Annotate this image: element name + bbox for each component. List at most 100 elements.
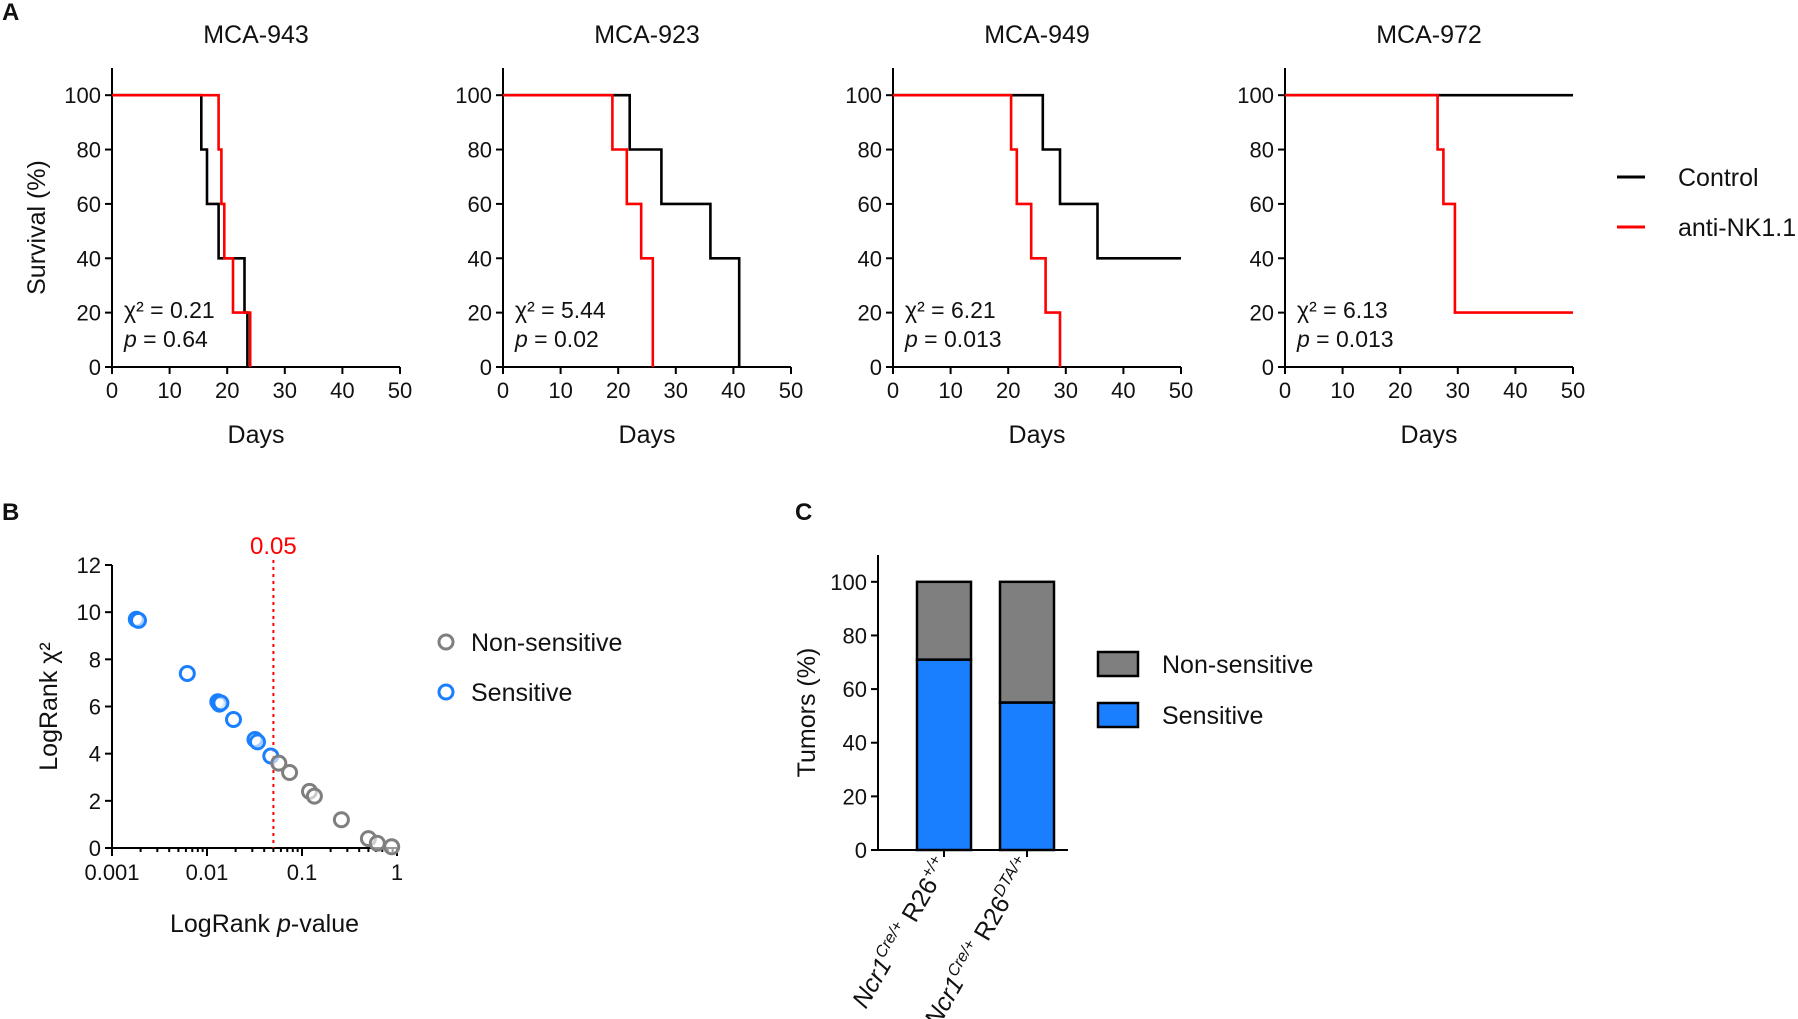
- x-tick-label: 0.1: [287, 860, 318, 885]
- km-plot-mca-923: MCA-923 0 20 40 60 80 100 0 10 20 30 40 50 Days χ² = 5…: [455, 21, 803, 449]
- panel-label-b: B: [2, 499, 19, 526]
- scatter-point-non-sensitive: [332, 811, 350, 829]
- legend-label-non-sensitive-c: Non-sensitive: [1162, 651, 1313, 679]
- scatter-point-sensitive: [225, 711, 242, 728]
- y-tick-label: 100: [1237, 83, 1274, 108]
- x-tick-label: 1: [391, 860, 403, 885]
- scatter-point-sensitive: [212, 694, 230, 712]
- km-series-anti-nk1-1: [112, 93, 252, 367]
- y-axis-label: Tumors (%): [793, 648, 821, 778]
- y-tick-label: 60: [77, 192, 101, 217]
- x-tick-label: 0.01: [186, 860, 229, 885]
- legend-a: Control anti-NK1.1: [1617, 164, 1796, 242]
- y-tick-label: 80: [843, 623, 867, 648]
- y-tick-label: 100: [455, 83, 492, 108]
- x-tick-label: 0.001: [84, 860, 139, 885]
- category-label: Ncr1Cre/+ R26DTA/+: [918, 853, 1038, 1019]
- bar-segment-non-sensitive: [998, 580, 1056, 704]
- km-series-control: [893, 93, 1181, 260]
- y-tick-label: 0: [1262, 355, 1274, 380]
- y-tick-label: 60: [468, 192, 492, 217]
- y-tick-label: 8: [89, 647, 101, 672]
- x-tick-label: 20: [215, 378, 239, 403]
- y-tick-label: 40: [468, 246, 492, 271]
- bar-segment-sensitive: [998, 701, 1056, 852]
- x-tick-label: 50: [779, 378, 803, 403]
- p-value-stat: p = 0.013: [1296, 326, 1394, 352]
- legend-marker-sensitive: [437, 683, 455, 701]
- y-tick-label: 20: [843, 784, 867, 809]
- y-tick-label: 20: [77, 301, 101, 326]
- scatter-point-non-sensitive: [368, 834, 386, 852]
- km-series-anti-nk1-1: [893, 93, 1062, 367]
- y-tick-label: 80: [858, 138, 882, 163]
- scatter-point-non-sensitive: [383, 838, 401, 856]
- y-tick-label: 60: [843, 677, 867, 702]
- legend-c: Non-sensitive Sensitive: [1096, 650, 1313, 730]
- y-tick-label: 40: [858, 246, 882, 271]
- legend-swatch-sensitive: [1096, 701, 1140, 729]
- y-tick-label: 20: [858, 301, 882, 326]
- km-series-control: [503, 93, 741, 367]
- y-tick-label: 0: [480, 355, 492, 380]
- y-tick-label: 80: [77, 138, 101, 163]
- x-tick-label: 0: [887, 378, 899, 403]
- chart-title: MCA-949: [984, 21, 1090, 49]
- y-tick-label: 12: [77, 553, 101, 578]
- x-tick-label: 10: [1330, 378, 1354, 403]
- legend-label-sensitive-b: Sensitive: [471, 679, 572, 707]
- x-tick-label: 20: [996, 378, 1020, 403]
- scatter-point-non-sensitive: [281, 764, 299, 781]
- x-tick-label: 0: [497, 378, 509, 403]
- panel-label-a: A: [2, 0, 19, 26]
- x-tick-label: 40: [330, 378, 354, 403]
- x-tick-label: 0: [106, 378, 118, 403]
- chi-square-stat: χ² = 6.21: [905, 297, 996, 323]
- x-tick-label: 50: [388, 378, 412, 403]
- km-plot-mca-943: MCA-943 0 20 40 60 80 100 0 10 20 30 40 50 Days Surviv…: [23, 21, 412, 449]
- y-tick-label: 40: [1250, 246, 1274, 271]
- legend-label-non-sensitive-b: Non-sensitive: [471, 629, 622, 657]
- x-tick-label: 0: [1279, 378, 1291, 403]
- threshold-label: 0.05: [250, 533, 297, 560]
- km-plot-mca-972: MCA-972 0 20 40 60 80 100 0 10 20 30 40 50 Days χ² = 6…: [1237, 21, 1585, 449]
- chi-square-stat: χ² = 6.13: [1297, 297, 1388, 323]
- legend-label-anti-nk: anti-NK1.1: [1678, 214, 1796, 242]
- y-tick-label: 20: [1250, 301, 1274, 326]
- y-tick-label: 40: [843, 731, 867, 756]
- x-axis-label: Days: [1401, 421, 1458, 449]
- x-axis-label: LogRank p-value: [170, 910, 359, 938]
- x-tick-label: 50: [1561, 378, 1585, 403]
- y-axis-label: Survival (%): [23, 160, 51, 295]
- chi-square-stat: χ² = 5.44: [515, 297, 606, 323]
- y-tick-label: 0: [89, 836, 101, 861]
- panel-label-c: C: [795, 499, 812, 526]
- y-tick-label: 100: [830, 570, 867, 595]
- y-tick-label: 0: [89, 355, 101, 380]
- scatter-point-sensitive: [249, 733, 266, 751]
- x-tick-label: 30: [273, 378, 297, 403]
- bar-segment-sensitive: [915, 658, 973, 852]
- km-series-anti-nk1-1: [503, 93, 655, 367]
- p-value-stat: p = 0.64: [123, 326, 208, 352]
- y-tick-label: 80: [1250, 138, 1274, 163]
- x-tick-label: 10: [548, 378, 572, 403]
- legend-swatch-non-sensitive: [1096, 650, 1140, 678]
- legend-label-control: Control: [1678, 164, 1759, 192]
- y-tick-label: 100: [845, 83, 882, 108]
- y-tick-label: 2: [89, 789, 101, 814]
- y-tick-label: 10: [77, 600, 101, 625]
- x-axis-label: Days: [228, 421, 285, 449]
- y-tick-label: 80: [468, 138, 492, 163]
- x-tick-label: 50: [1169, 378, 1193, 403]
- x-tick-label: 10: [938, 378, 962, 403]
- scatter-plot-logrank: 0 2 4 6 8 10 12 0.001 0.01 0.1 1 LogRank p-value Log…: [35, 533, 403, 938]
- y-tick-label: 0: [855, 838, 867, 863]
- x-axis-label: Days: [1009, 421, 1066, 449]
- x-tick-label: 40: [1503, 378, 1527, 403]
- y-tick-label: 6: [89, 695, 101, 720]
- x-tick-label: 40: [721, 378, 745, 403]
- y-tick-label: 60: [858, 192, 882, 217]
